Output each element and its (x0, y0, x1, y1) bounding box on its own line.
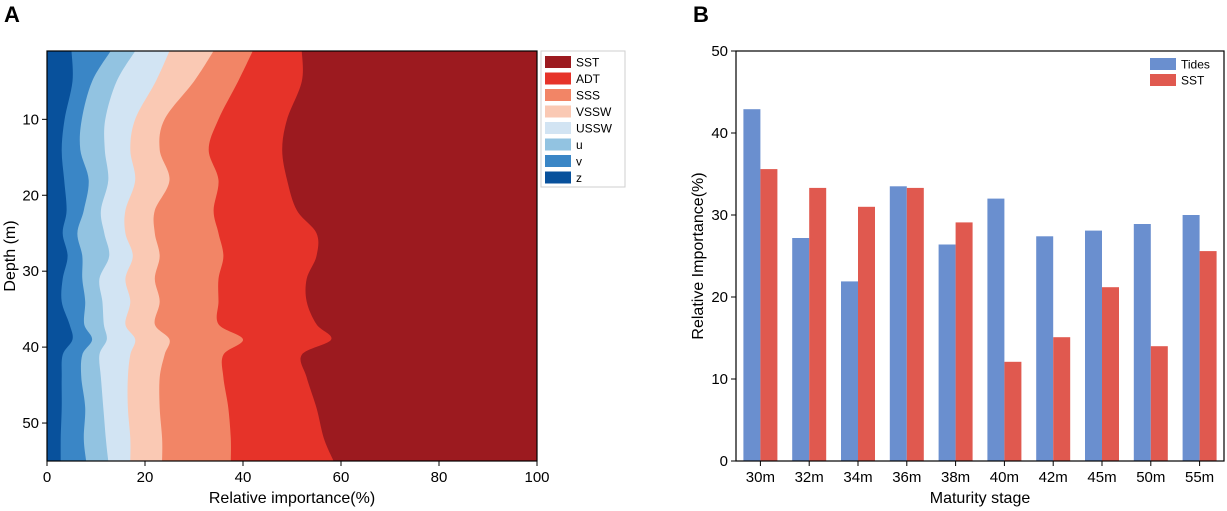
x-tick-label: 80 (431, 469, 448, 486)
y-tick-label: 30 (22, 263, 39, 280)
panel-a-chart: 0 20 40 60 80 100 10 20 30 40 50 Relative importa… (2, 50, 626, 507)
panel-a-x-ticks: 0 20 40 60 80 100 (43, 461, 550, 486)
legend-label-z: z (576, 171, 582, 185)
legend-label-sst: SST (576, 56, 600, 70)
legend-label-vssw: VSSW (576, 105, 612, 119)
legend-label-ussw: USSW (576, 122, 613, 136)
x-tick-label: 50m (1136, 469, 1165, 486)
x-tick-label: 20 (137, 469, 154, 486)
bar-tides-36m (889, 186, 907, 462)
bar-sst-45m (1102, 287, 1119, 461)
panel-b-x-axis-label: Maturity stage (930, 490, 1031, 507)
legend-swatch-ussw (545, 122, 571, 134)
bar-tides-40m (987, 198, 1005, 461)
legend-swatch-sss (545, 89, 571, 101)
legend-label-v: v (576, 155, 582, 169)
legend-label-sss: SSS (576, 89, 600, 103)
panel-b-bars (743, 109, 1217, 462)
x-tick-label: 0 (43, 469, 51, 486)
x-tick-label: 38m (941, 469, 970, 486)
legend-swatch-v (545, 155, 571, 167)
x-tick-label: 45m (1087, 469, 1116, 486)
bar-sst-30m (760, 169, 778, 461)
area-band-z (47, 51, 73, 461)
x-tick-label: 55m (1185, 469, 1214, 486)
y-tick-label: 20 (22, 187, 39, 204)
bar-sst-42m (1053, 337, 1071, 461)
bar-tides-32m (792, 238, 810, 461)
panel-a-y-axis-label: Depth (m) (2, 220, 19, 291)
y-tick-label: 10 (711, 371, 728, 388)
y-tick-label: 20 (711, 289, 728, 306)
x-tick-label: 60 (333, 469, 350, 486)
bar-sst-50m (1150, 346, 1168, 461)
bar-tides-45m (1085, 230, 1102, 461)
panel-a-y-ticks: 10 20 30 40 50 (22, 111, 47, 432)
panel-a-letter: A (4, 2, 20, 27)
legend-swatch-adt (545, 72, 571, 85)
panel-b-x-ticks: 30m 32m 34m 36m 38m 40m 42m 45m 50m 55m (746, 461, 1214, 486)
y-tick-label: 40 (711, 125, 728, 142)
y-tick-label: 30 (711, 207, 728, 224)
bar-tides-34m (841, 281, 858, 461)
legend-swatch-z (545, 171, 571, 184)
y-tick-label: 10 (22, 111, 39, 128)
bar-tides-30m (743, 109, 761, 461)
bar-sst-36m (906, 187, 924, 461)
panel-b-y-axis-label: Relative Importance(%) (690, 172, 707, 339)
x-tick-label: 40m (990, 469, 1019, 486)
bar-sst-38m (955, 222, 973, 461)
x-tick-label: 34m (843, 469, 872, 486)
legend-swatch-sst (1150, 74, 1176, 86)
x-tick-label: 42m (1039, 469, 1068, 486)
panel-b-chart: 30m 32m 34m 36m 38m 40m 42m 45m 50m 55m 0 10 20 30 40… (690, 43, 1225, 507)
bar-tides-55m (1182, 215, 1200, 461)
panel-a-frame (46, 50, 538, 462)
bar-sst-40m (1004, 361, 1022, 461)
legend-label-u: u (576, 138, 583, 152)
bar-tides-42m (1036, 236, 1054, 461)
x-tick-label: 40 (235, 469, 252, 486)
legend-swatch-sst (545, 56, 571, 68)
panel-a-x-axis-label: Relative importance(%) (209, 490, 375, 507)
bar-sst-55m (1199, 251, 1217, 461)
panel-b-frame (735, 50, 1225, 462)
bar-tides-50m (1133, 224, 1151, 461)
legend-label-sst: SST (1181, 74, 1205, 88)
x-tick-label: 36m (892, 469, 921, 486)
legend-label-tides: Tides (1181, 58, 1210, 72)
panel-b-letter: B (693, 2, 709, 27)
area-band-v (47, 51, 111, 461)
y-tick-label: 50 (22, 415, 39, 432)
x-tick-label: 100 (524, 469, 549, 486)
panel-b-y-ticks: 0 10 20 30 40 50 (711, 43, 736, 470)
legend-swatch-vssw (545, 105, 571, 118)
x-tick-label: 32m (795, 469, 824, 486)
legend-label-adt: ADT (576, 72, 601, 86)
y-tick-label: 0 (720, 453, 728, 470)
panel-a-areas (47, 51, 537, 461)
legend-swatch-tides (1150, 58, 1176, 70)
y-tick-label: 50 (711, 43, 728, 60)
bar-tides-38m (938, 244, 956, 461)
bar-sst-34m (858, 206, 875, 461)
x-tick-label: 30m (746, 469, 775, 486)
y-tick-label: 40 (22, 339, 39, 356)
panel-a-legend: SST ADT SSS VSSW USSW uvz (540, 50, 626, 188)
legend-swatch-u (545, 138, 571, 151)
panel-b-legend: Tides SST (1150, 58, 1210, 88)
bar-sst-32m (809, 187, 827, 461)
